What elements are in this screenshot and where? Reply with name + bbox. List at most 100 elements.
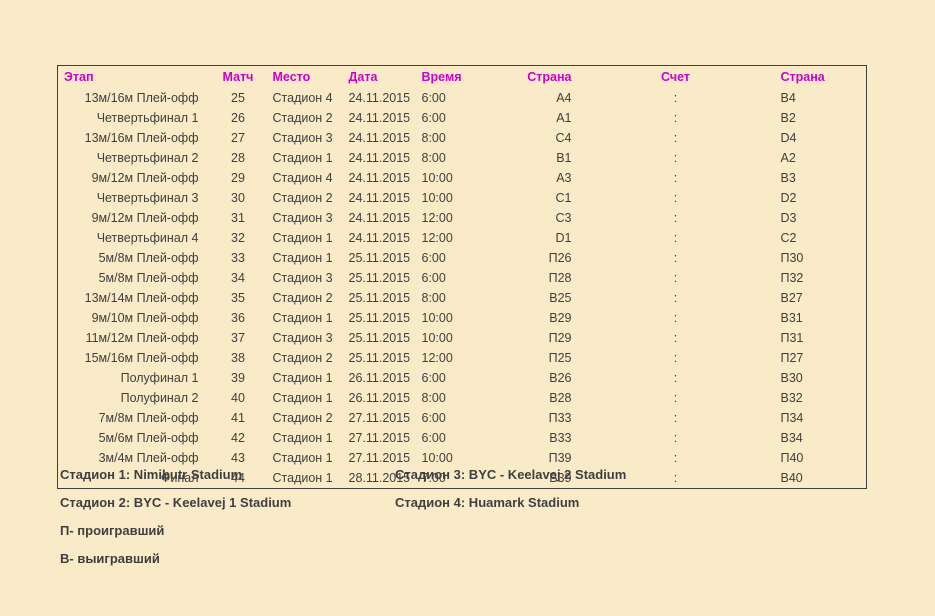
cell-score: : — [673, 331, 678, 345]
legend-stadium-3: Стадион 3: BYC - Keelavej 2 Stadium — [395, 467, 627, 482]
cell-match: 38 — [231, 351, 245, 365]
cell-date: 25.11.2015 — [348, 331, 411, 345]
cell-date: 25.11.2015 — [348, 351, 411, 365]
cell-country2: B2 — [780, 111, 796, 125]
cell-stage: Финал — [160, 471, 199, 485]
cell-match: 40 — [231, 391, 245, 405]
cell-venue: Стадион 1 — [272, 311, 333, 325]
cell-venue: Стадион 1 — [272, 371, 333, 385]
cell-date: 24.11.2015 — [348, 231, 411, 245]
cell-country1: В29 — [549, 311, 572, 325]
legend-stadium-2: Стадион 2: BYC - Keelavej 1 Stadium — [60, 495, 292, 510]
cell-stage: 13м/14м Плей-офф — [84, 291, 199, 305]
table-row: Четвертьфинал 1 26 Стадион 2 24.11.2015 6:00… — [58, 108, 867, 128]
cell-stage: Полуфинал 2 — [120, 391, 199, 405]
cell-date: 28.11.2015 — [348, 471, 411, 485]
cell-date: 27.11.2015 — [348, 451, 411, 465]
cell-score: : — [673, 451, 678, 465]
cell-score: : — [673, 191, 678, 205]
cell-match: 41 — [231, 411, 245, 425]
cell-time: 10:00 — [421, 331, 453, 345]
legend-note-winner: В- выигравший — [60, 551, 160, 566]
cell-venue: Стадион 3 — [272, 331, 333, 345]
cell-match: 44 — [231, 471, 245, 485]
cell-match: 34 — [231, 271, 245, 285]
table-row: 13м/14м Плей-офф 35 Стадион 2 25.11.2015 8:0… — [58, 288, 867, 308]
cell-stage: Четвертьфинал 1 — [96, 111, 199, 125]
table-row: 9м/12м Плей-офф 29 Стадион 4 24.11.2015 10:0… — [58, 168, 867, 188]
cell-country2: П31 — [780, 331, 804, 345]
cell-country2: В27 — [780, 291, 803, 305]
cell-date: 24.11.2015 — [348, 111, 411, 125]
cell-date: 25.11.2015 — [348, 251, 411, 265]
cell-score: : — [673, 291, 678, 305]
table-row: 7м/8м Плей-офф 41 Стадион 2 27.11.2015 6:00 П… — [58, 408, 867, 428]
table-row: 13м/16м Плей-офф 25 Стадион 4 24.11.2015 6:0… — [58, 88, 867, 108]
cell-match: 37 — [231, 331, 245, 345]
cell-country2: В40 — [780, 471, 803, 485]
cell-stage: 15м/16м Плей-офф — [84, 351, 199, 365]
cell-country2: П30 — [780, 251, 804, 265]
cell-country2: A2 — [780, 151, 796, 165]
cell-country2: D2 — [780, 191, 797, 205]
cell-date: 26.11.2015 — [348, 391, 411, 405]
table-row: 9м/10м Плей-офф 36 Стадион 1 25.11.2015 10:0… — [58, 308, 867, 328]
cell-country2: П27 — [780, 351, 804, 365]
cell-stage: Четвертьфинал 4 — [96, 231, 199, 245]
column-header-country1: Страна — [527, 70, 572, 84]
cell-venue: Стадион 2 — [272, 191, 333, 205]
cell-date: 26.11.2015 — [348, 371, 411, 385]
cell-country1: П33 — [548, 411, 572, 425]
cell-time: 10:00 — [421, 311, 453, 325]
cell-country1: A1 — [556, 111, 572, 125]
table-row: 5м/6м Плей-офф 42 Стадион 1 27.11.2015 6:00 В… — [58, 428, 867, 448]
cell-stage: 9м/12м Плей-офф — [91, 211, 199, 225]
cell-stage: 9м/12м Плей-офф — [91, 171, 199, 185]
table-row: 13м/16м Плей-офф 27 Стадион 3 24.11.2015 8:0… — [58, 128, 867, 148]
cell-country2: В30 — [780, 371, 803, 385]
cell-venue: Стадион 1 — [272, 451, 333, 465]
cell-time: 8:00 — [421, 291, 446, 305]
cell-country1: A3 — [556, 171, 572, 185]
cell-stage: 5м/8м Плей-офф — [98, 251, 199, 265]
cell-country2: П34 — [780, 411, 804, 425]
cell-country1: П28 — [548, 271, 572, 285]
cell-time: 8:00 — [421, 151, 446, 165]
cell-match: 36 — [231, 311, 245, 325]
column-header-venue: Место — [272, 70, 311, 84]
cell-match: 43 — [231, 451, 245, 465]
cell-stage: 7м/8м Плей-офф — [98, 411, 199, 425]
cell-score: : — [673, 231, 678, 245]
cell-match: 39 — [231, 371, 245, 385]
cell-score: : — [673, 411, 678, 425]
column-header-score: Счет — [660, 70, 691, 84]
cell-match: 28 — [231, 151, 245, 165]
cell-match: 26 — [231, 111, 245, 125]
cell-country1: П29 — [548, 331, 572, 345]
cell-country2: П40 — [780, 451, 804, 465]
cell-time: 12:00 — [421, 211, 453, 225]
cell-country2: П32 — [780, 271, 804, 285]
cell-country1: В28 — [549, 391, 572, 405]
cell-score: : — [673, 211, 678, 225]
cell-time: 6:00 — [421, 271, 446, 285]
cell-country1: C4 — [555, 131, 572, 145]
cell-country2: В31 — [780, 311, 803, 325]
cell-country2: C2 — [780, 231, 797, 245]
cell-venue: Стадион 3 — [272, 131, 333, 145]
cell-country2: В32 — [780, 391, 803, 405]
cell-venue: Стадион 3 — [272, 271, 333, 285]
cell-country1: П25 — [548, 351, 572, 365]
cell-country1: D1 — [555, 231, 572, 245]
cell-country1: B1 — [556, 151, 572, 165]
table-body: 13м/16м Плей-офф 25 Стадион 4 24.11.2015 6:0… — [58, 88, 867, 489]
cell-venue: Стадион 4 — [272, 171, 333, 185]
cell-venue: Стадион 1 — [272, 251, 333, 265]
cell-stage: 13м/16м Плей-офф — [84, 91, 199, 105]
cell-country2: В34 — [780, 431, 803, 445]
cell-score: : — [673, 431, 678, 445]
cell-time: 6:00 — [421, 251, 446, 265]
column-header-country2: Страна — [780, 70, 825, 84]
cell-stage: 9м/10м Плей-офф — [91, 311, 199, 325]
cell-date: 24.11.2015 — [348, 191, 411, 205]
